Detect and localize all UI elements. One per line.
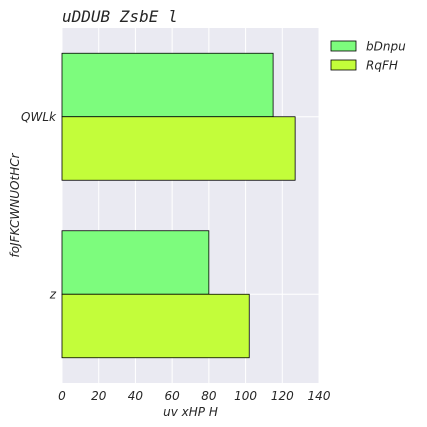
x-tick-labels: 0 20 40 60 80 100 120 140 (58, 389, 331, 403)
x-tick-label: 100 (234, 389, 257, 403)
bar-RqFH-QWLk (61, 116, 296, 181)
x-tick-label: 80 (201, 389, 217, 403)
y-axis-label: foJFKCWNUOtHCr (8, 152, 22, 257)
legend-label: bDnpu (366, 40, 406, 54)
bar-bDnpu-z (61, 230, 210, 295)
y-tick-label: z (49, 287, 57, 301)
y-tick-label: QWLk (21, 110, 57, 124)
bar-RqFH-z (61, 293, 250, 359)
x-tick-label: 60 (165, 389, 181, 403)
x-tick-label: 20 (91, 389, 107, 403)
chart-title: uDDUB ZsbE l (62, 7, 178, 26)
x-tick-label: 120 (271, 389, 294, 403)
legend-swatch (330, 59, 357, 71)
legend: bDnpu RqFH (330, 40, 406, 73)
bars (61, 52, 296, 359)
bar-bDnpu-QWLk (61, 52, 274, 118)
legend-swatch (330, 40, 357, 52)
x-tick-label: 0 (58, 389, 66, 403)
x-tick-label: 40 (128, 389, 144, 403)
y-tick-labels: QWLk z (21, 110, 57, 302)
legend-label: RqFH (366, 59, 398, 73)
x-axis-label: uv xHP H (163, 405, 218, 419)
x-tick-label: 140 (308, 389, 331, 403)
